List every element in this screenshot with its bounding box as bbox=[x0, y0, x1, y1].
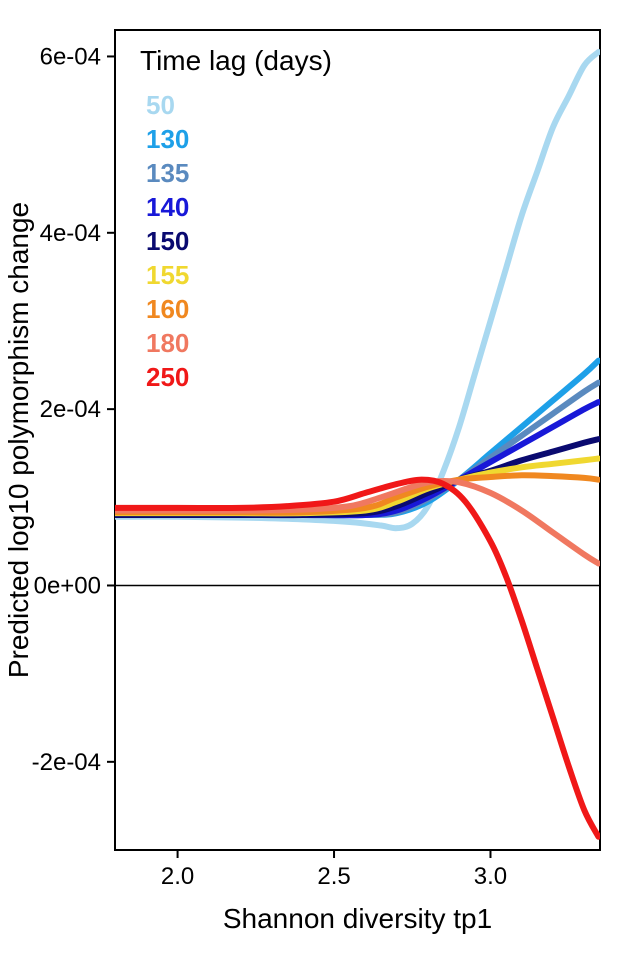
y-tick-label: 2e-04 bbox=[40, 396, 101, 423]
legend-item-130: 130 bbox=[146, 124, 189, 154]
x-axis-label: Shannon diversity tp1 bbox=[223, 903, 492, 934]
y-tick-label: 4e-04 bbox=[40, 220, 101, 247]
legend-title: Time lag (days) bbox=[140, 45, 332, 76]
y-tick-label: -2e-04 bbox=[32, 749, 101, 776]
legend-item-155: 155 bbox=[146, 260, 189, 290]
y-tick-label: 6e-04 bbox=[40, 43, 101, 70]
legend-item-150: 150 bbox=[146, 226, 189, 256]
legend-item-50: 50 bbox=[146, 90, 175, 120]
legend-item-180: 180 bbox=[146, 328, 189, 358]
legend-item-140: 140 bbox=[146, 192, 189, 222]
legend-item-135: 135 bbox=[146, 158, 189, 188]
chart-container: 2.0 2.5 3.0 -2e-04 0e+00 2e-04 4e-04 6e-04 Shann… bbox=[0, 0, 622, 957]
chart-svg: 2.0 2.5 3.0 -2e-04 0e+00 2e-04 4e-04 6e-04 Shann… bbox=[0, 0, 622, 957]
series-line-250 bbox=[115, 480, 598, 837]
x-tick-label: 3.0 bbox=[474, 863, 507, 890]
x-tick-label: 2.5 bbox=[317, 863, 350, 890]
legend-item-160: 160 bbox=[146, 294, 189, 324]
legend-item-250: 250 bbox=[146, 362, 189, 392]
x-tick-label: 2.0 bbox=[161, 863, 194, 890]
y-tick-label: 0e+00 bbox=[34, 572, 101, 599]
y-axis-label: Predicted log10 polymorphism change bbox=[3, 202, 34, 678]
